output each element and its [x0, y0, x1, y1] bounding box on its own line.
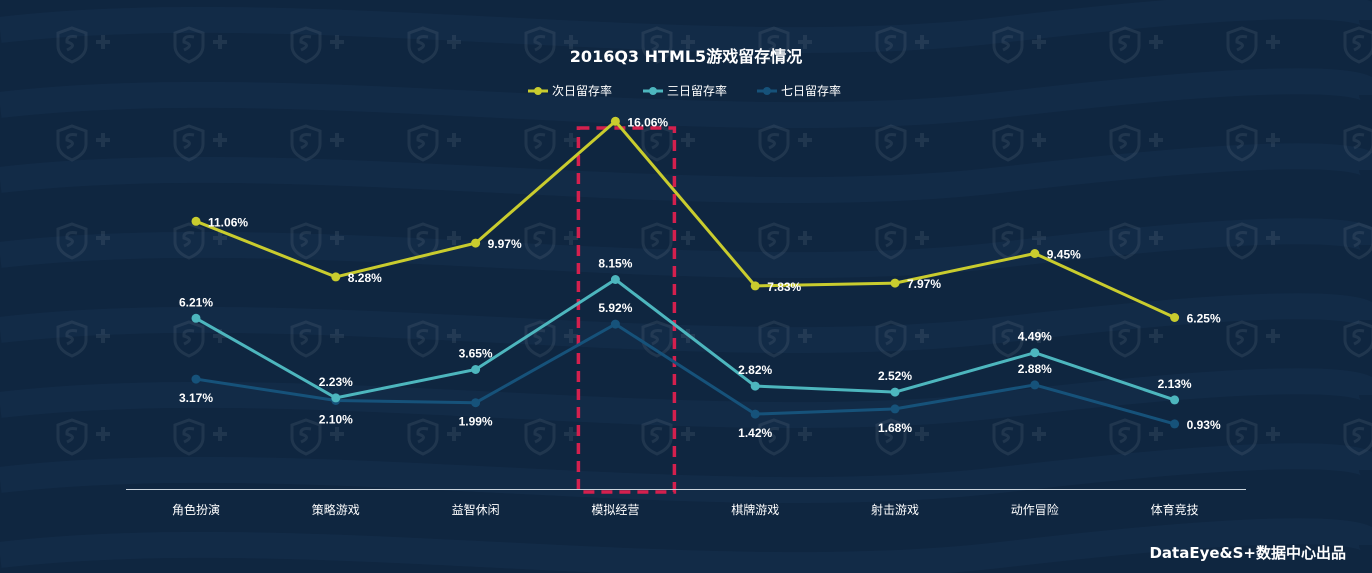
x-tick-label: 射击游戏 — [871, 502, 919, 517]
legend-item-0[interactable]: 次日留存率 — [528, 83, 612, 98]
data-point[interactable] — [1170, 313, 1180, 322]
x-tick-label: 策略游戏 — [312, 502, 360, 517]
data-point[interactable] — [610, 319, 620, 329]
data-label: 1.68% — [878, 421, 912, 435]
data-label: 1.99% — [459, 415, 493, 429]
series-line-1 — [195, 277, 1176, 402]
x-tick-label: 动作冒险 — [1011, 502, 1059, 517]
data-label: 6.21% — [179, 295, 213, 309]
data-point[interactable] — [1170, 395, 1180, 405]
data-point[interactable] — [1030, 249, 1040, 258]
series-line-2 — [195, 322, 1176, 426]
data-label: 3.17% — [179, 391, 213, 405]
legend-label: 三日留存率 — [667, 83, 727, 98]
x-tick-label: 体育竞技 — [1151, 502, 1199, 517]
legend-item-2[interactable]: 七日留存率 — [757, 83, 841, 98]
data-point[interactable] — [471, 365, 481, 374]
chart-title: 2016Q3 HTML5游戏留存情况 — [570, 47, 802, 66]
data-point[interactable] — [890, 387, 900, 397]
x-tick-label: 棋牌游戏 — [731, 503, 779, 517]
data-label: 11.06% — [208, 215, 248, 229]
data-label: 2.10% — [319, 413, 353, 427]
legend-item-1[interactable]: 三日留存率 — [643, 83, 727, 98]
legend-label: 次日留存率 — [552, 83, 612, 98]
data-label: 2.13% — [1158, 377, 1192, 391]
data-point[interactable] — [750, 381, 760, 391]
data-label: 7.97% — [907, 277, 941, 291]
data-point[interactable] — [1030, 380, 1040, 390]
legend-marker — [649, 87, 657, 95]
data-label: 9.97% — [488, 237, 522, 251]
data-label: 1.42% — [738, 426, 772, 440]
data-point[interactable] — [331, 393, 341, 403]
data-point[interactable] — [750, 281, 760, 291]
data-label: 7.83% — [767, 280, 801, 294]
data-point[interactable] — [471, 238, 481, 248]
data-label: 8.15% — [598, 257, 632, 271]
data-point[interactable] — [191, 313, 201, 323]
data-label: 2.23% — [319, 375, 353, 389]
data-point[interactable] — [890, 404, 900, 414]
data-label: 16.06% — [627, 115, 668, 129]
x-tick-label: 角色扮演 — [172, 502, 220, 517]
credit-text: DataEye&S+数据中心出品 — [1149, 544, 1346, 562]
chart-series — [191, 116, 1180, 429]
data-label: 5.92% — [598, 301, 632, 315]
data-point[interactable] — [750, 409, 760, 419]
data-label: 3.65% — [459, 347, 493, 361]
highlight-box — [576, 126, 677, 494]
data-label: 2.52% — [878, 369, 912, 383]
data-label: 2.82% — [738, 363, 772, 377]
data-label: 4.49% — [1018, 330, 1052, 344]
data-point[interactable] — [1030, 348, 1040, 358]
data-point[interactable] — [191, 216, 201, 226]
data-point[interactable] — [331, 272, 341, 282]
data-label: 0.93% — [1187, 418, 1221, 432]
legend-marker — [534, 87, 542, 95]
x-axis-ticks: 角色扮演 策略游戏 益智休闲 模拟经营 棋牌游戏 射击游戏 动作冒险 体育竞技 — [172, 502, 1199, 517]
data-point[interactable] — [191, 374, 201, 384]
data-label: 8.28% — [348, 271, 382, 285]
data-point[interactable] — [610, 275, 620, 284]
series-line-0 — [195, 119, 1176, 319]
x-tick-label: 益智休闲 — [452, 502, 500, 517]
highlight-rect — [576, 126, 677, 494]
data-point[interactable] — [1170, 419, 1180, 429]
legend-marker — [763, 87, 771, 95]
data-point[interactable] — [610, 116, 620, 126]
chart-legend: 次日留存率 三日留存率 七日留存率 — [528, 83, 841, 98]
data-label: 6.25% — [1187, 312, 1221, 326]
legend-label: 七日留存率 — [781, 83, 841, 98]
x-tick-label: 模拟经营 — [591, 503, 639, 517]
data-labels: 11.06% 8.28% 9.97% 16.06% 7.83% 7.97% 9.45% 6.2… — [179, 115, 1221, 440]
data-label: 9.45% — [1047, 248, 1081, 262]
data-point[interactable] — [471, 398, 481, 408]
data-point[interactable] — [890, 278, 900, 288]
data-label: 2.88% — [1018, 362, 1052, 376]
